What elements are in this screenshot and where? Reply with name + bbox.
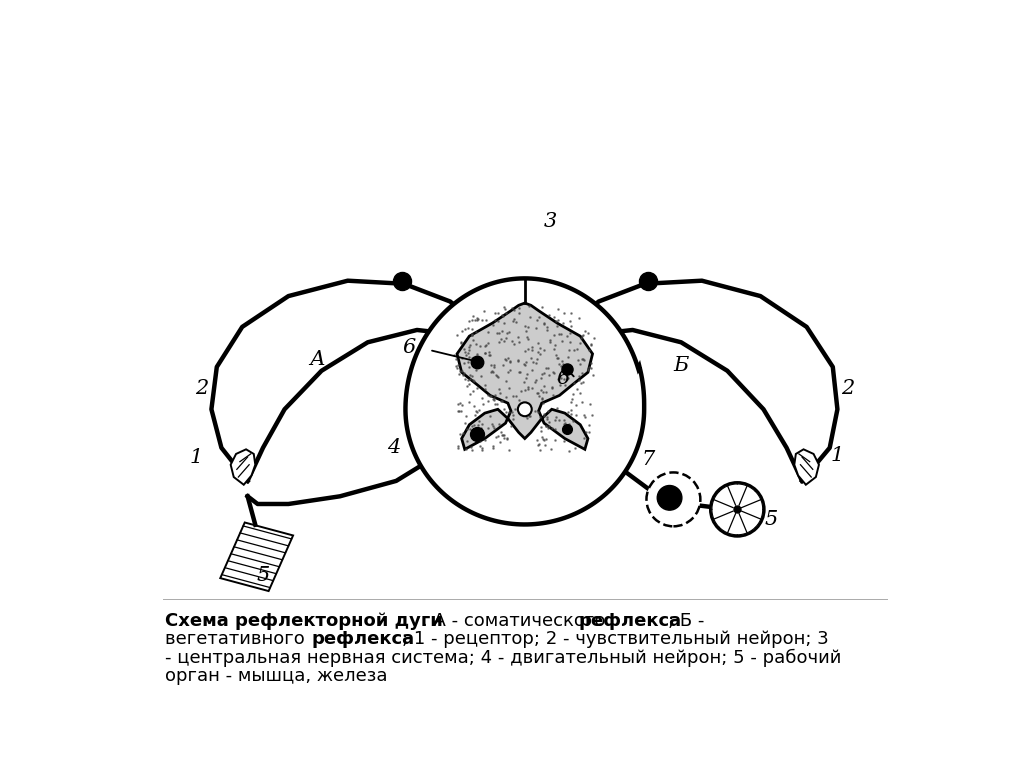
Text: 6: 6 [402,338,416,357]
Text: Б: Б [674,356,689,375]
Text: рефлекса: рефлекса [579,612,682,630]
Polygon shape [406,278,644,525]
Polygon shape [457,303,593,449]
Circle shape [711,482,764,536]
Circle shape [646,472,700,526]
Text: 2: 2 [842,379,855,398]
Text: 6: 6 [557,369,570,388]
Polygon shape [220,522,293,591]
Text: Схема рефлекторной дуги: Схема рефлекторной дуги [165,612,443,630]
Text: орган - мышца, железа: орган - мышца, железа [165,667,388,685]
Polygon shape [795,449,819,485]
Circle shape [518,403,531,416]
Text: 3: 3 [544,212,557,231]
Circle shape [657,486,682,510]
Polygon shape [230,449,255,485]
Text: 4: 4 [387,438,400,457]
Text: 2: 2 [195,379,208,398]
Text: ; 1 - рецептор; 2 - чувствительный нейрон; 3: ; 1 - рецептор; 2 - чувствительный нейро… [401,630,828,648]
Text: рефлекса: рефлекса [311,630,415,648]
Text: ; Б -: ; Б - [668,612,705,630]
Text: А: А [309,351,325,370]
Text: вегетативного: вегетативного [165,630,310,648]
Text: 1: 1 [189,448,203,467]
Text: . А - соматического: . А - соматического [422,612,610,630]
Text: 7: 7 [641,450,654,469]
Text: 5: 5 [765,510,778,528]
Text: 5: 5 [256,566,269,585]
Text: 1: 1 [830,446,844,465]
Text: - центральная нервная система; 4 - двигательный нейрон; 5 - рабочий: - центральная нервная система; 4 - двига… [165,649,842,667]
